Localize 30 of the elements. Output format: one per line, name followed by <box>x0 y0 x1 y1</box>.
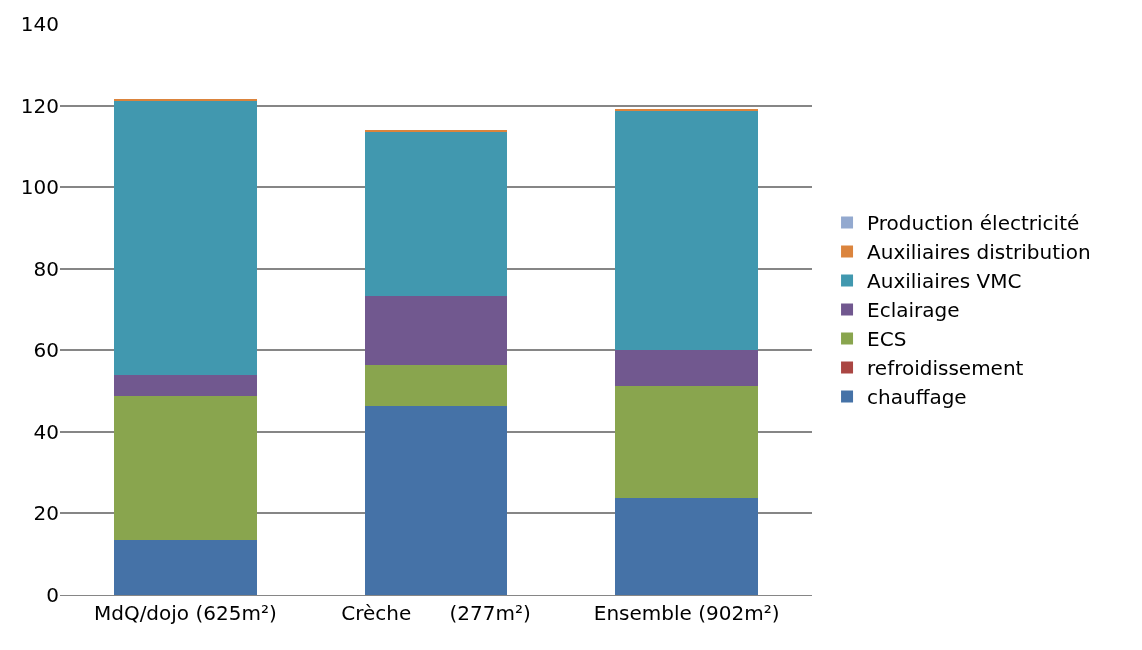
bar <box>615 498 759 595</box>
y-tick-label: 40 <box>33 419 59 444</box>
legend-label: refroidissement <box>867 356 1024 381</box>
bar <box>113 374 257 396</box>
bar <box>615 110 759 351</box>
legend-label: Auxiliaires distribution <box>867 240 1091 265</box>
y-tick-label: 60 <box>33 338 59 363</box>
bar <box>615 386 759 499</box>
x-tick-label: Ensemble (902m²) <box>593 601 780 625</box>
legend-label: ECS <box>867 327 907 352</box>
y-tick-label: 20 <box>33 501 59 526</box>
bar <box>113 395 257 541</box>
legend-label: chauffage <box>867 385 967 410</box>
y-tick-label: 100 <box>20 175 59 200</box>
bar <box>364 296 508 365</box>
legend-label: Auxiliaires VMC <box>867 269 1022 294</box>
y-tick-label: 140 <box>20 12 59 36</box>
bar <box>364 131 508 297</box>
y-tick-label: 80 <box>33 256 59 281</box>
legend-label: Production électricité <box>867 211 1080 236</box>
bar <box>364 364 508 407</box>
legend-label: Eclairage <box>867 298 960 323</box>
x-tick-label: MdQ/dojo (625m²) <box>93 601 277 625</box>
bar <box>615 350 759 387</box>
x-tick-label: Crèche (277m²) <box>341 601 531 625</box>
bar <box>113 100 257 375</box>
bar <box>364 406 508 595</box>
y-tick-label: 120 <box>20 93 59 118</box>
y-tick-label: 0 <box>46 583 59 607</box>
bar <box>113 540 257 595</box>
